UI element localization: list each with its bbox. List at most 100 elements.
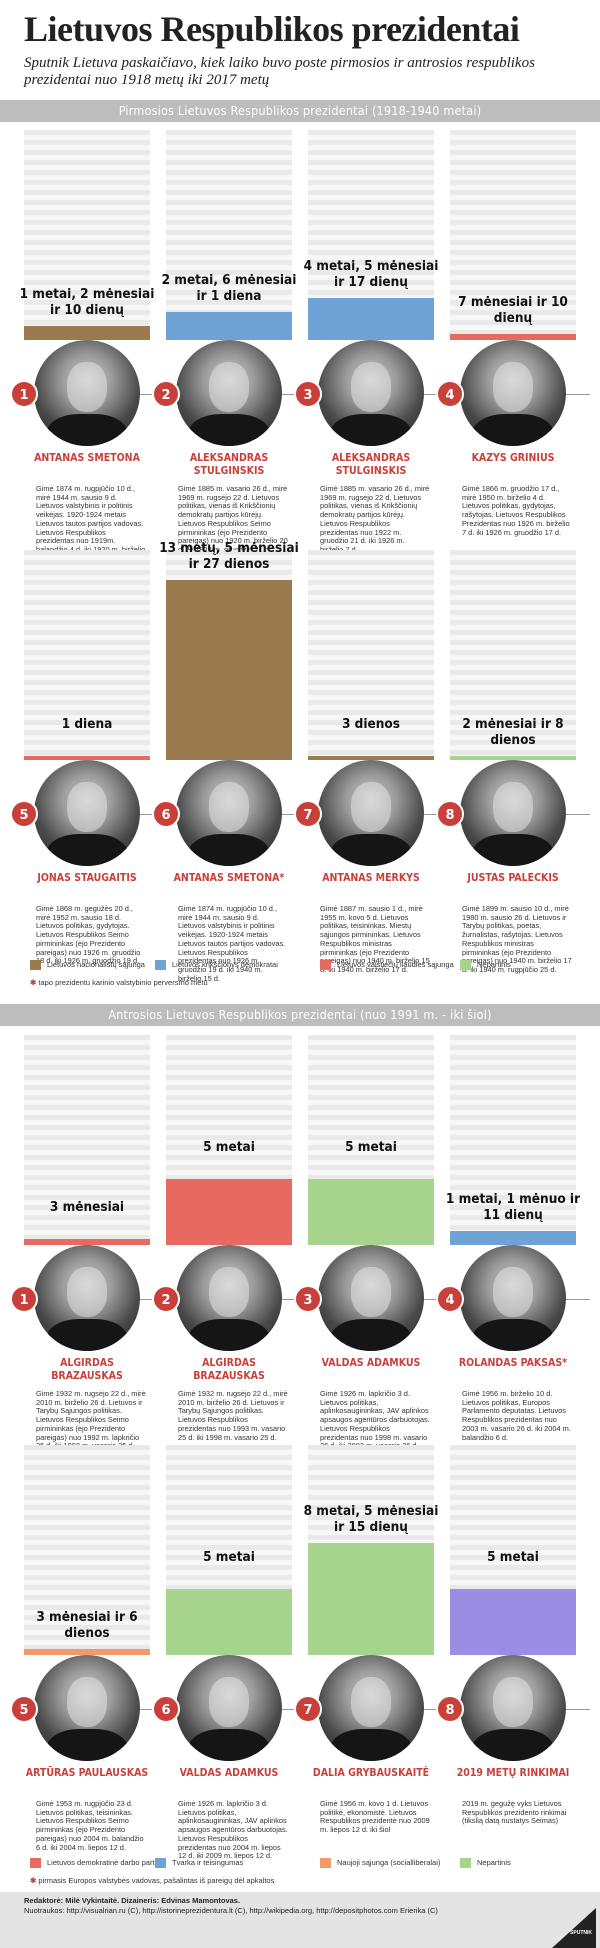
order-number-badge: 7 bbox=[294, 1695, 322, 1723]
president-name: ANTANAS MERKYS bbox=[322, 872, 420, 884]
legend-label: Lietuvos krikščionys demokratai bbox=[172, 960, 278, 969]
president-card: 2 metai, 6 mėnesiai ir 1 diena 2 ALEKSANDR… bbox=[152, 130, 296, 554]
portrait-photo bbox=[34, 760, 140, 866]
footer-sources: Nuotraukos: http://visualrian.ru (C), ht… bbox=[24, 1906, 438, 1915]
president-card: 5 metai 8 2019 METŲ RINKIMAI 2019 m. gegužę… bbox=[436, 1445, 576, 1865]
president-name: DALIA GRYBAUSKAITĖ bbox=[312, 1767, 430, 1779]
president-card: 4 metai, 5 mėnesiai ir 17 dienų 3 ALEKSAND… bbox=[294, 130, 438, 554]
president-name: ANTANAS SMETONA bbox=[34, 452, 140, 464]
president-card: 1 metai, 1 mėnuo ir 11 dienų 4 ROLANDAS PA… bbox=[436, 1035, 580, 1455]
president-bio: Gimė 1932 m. rugsėjo 22 d., mirė 2010 m.… bbox=[178, 1389, 288, 1442]
duration-track bbox=[24, 130, 150, 340]
duration-track bbox=[24, 550, 150, 760]
duration-label: 3 mėnesiai bbox=[49, 1199, 125, 1215]
duration-label: 4 metai, 5 mėnesiai ir 17 dienų bbox=[303, 258, 439, 290]
portrait-photo bbox=[318, 1245, 424, 1351]
duration-track bbox=[24, 1035, 150, 1245]
president-name: KAZYS GRINIUS bbox=[471, 452, 555, 464]
president-bio: Gimė 1932 m. rugsėjo 22 d., mirė 2010 m.… bbox=[36, 1389, 146, 1450]
section-2-row-1: 3 mėnesiai 1 ALGIRDAS BRAZAUSKAS Gimė 1932 … bbox=[0, 1035, 600, 1455]
legend-label: Nepartinis bbox=[477, 1858, 511, 1867]
duration-bar bbox=[450, 1231, 576, 1245]
duration-label: 1 diena bbox=[61, 716, 113, 732]
legend-swatch bbox=[320, 960, 331, 970]
portrait-photo bbox=[176, 1655, 282, 1761]
president-card: 2 mėnesiai ir 8 dienos 8 JUSTAS PALECKIS Gi… bbox=[436, 550, 576, 974]
president-bio: Gimė 1926 m. lapkričio 3 d. Lietuvos pol… bbox=[320, 1389, 430, 1450]
duration-bar bbox=[166, 1589, 292, 1655]
president-name: 2019 METŲ RINKIMAI bbox=[456, 1767, 570, 1779]
president-card: 7 mėnesiai ir 10 dienų 4 KAZYS GRINIUS Gimė… bbox=[436, 130, 576, 550]
section-1-legend: Lietuvos nacionalistų sąjunga Lietuvos kr… bbox=[30, 960, 590, 990]
asterisk-icon: ✱ bbox=[30, 1876, 37, 1885]
president-card: 13 metų, 5 mėnesiai ir 27 dienos 6 ANTANAS… bbox=[152, 540, 299, 982]
duration-bar bbox=[24, 1649, 150, 1655]
president-card: 5 metai 6 VALDAS ADAMKUS Gimė 1926 m. lapkr… bbox=[152, 1445, 292, 1865]
president-name: ALEKSANDRAS STULGINSKIS bbox=[189, 452, 269, 477]
president-bio: Gimė 1885 m. vasario 26 d., mirė 1969 m.… bbox=[320, 484, 430, 554]
duration-label: 7 mėnesiai ir 10 dienų bbox=[458, 294, 568, 326]
duration-label: 1 metai, 2 mėnesiai ir 10 dienų bbox=[19, 286, 155, 318]
president-bio: 2019 m. gegužę vyks Lietuvos Respublikos… bbox=[462, 1799, 567, 1826]
portrait-photo bbox=[176, 1245, 282, 1351]
duration-bar bbox=[450, 756, 576, 760]
portrait-photo bbox=[460, 1245, 566, 1351]
president-bio: Gimė 1868 m. gegužės 20 d., mirė 1952 m.… bbox=[36, 904, 141, 966]
section-2-legend: Lietuvos demokratinė darbo partija Tvarka… bbox=[30, 1858, 590, 1888]
portrait-photo bbox=[460, 1655, 566, 1761]
duration-label: 5 metai bbox=[487, 1549, 539, 1565]
president-bio: Gimė 1866 m. gruodžio 17 d., mirė 1950 m… bbox=[462, 484, 570, 537]
portrait-photo bbox=[34, 1245, 140, 1351]
legend-footnote: ✱ tapo prezidentu karinio valstybinio pe… bbox=[30, 978, 208, 987]
page-subtitle: Sputnik Lietuva paskaičiavo, kiek laiko … bbox=[24, 55, 535, 88]
president-card: 8 metai, 5 mėnesiai ir 15 dienų 7 DALIA GR… bbox=[294, 1445, 438, 1865]
president-card: 3 mėnesiai ir 6 dienos 5 ARTŪRAS PAULAUSKA… bbox=[10, 1445, 150, 1865]
duration-label: 2 metai, 6 mėnesiai ir 1 diena bbox=[161, 272, 297, 304]
duration-label: 5 metai bbox=[203, 1549, 255, 1565]
duration-label: 5 metai bbox=[345, 1139, 397, 1155]
asterisk-icon: ✱ bbox=[30, 978, 37, 987]
legend-label: Lietuvos demokratinė darbo partija bbox=[47, 1858, 163, 1867]
president-bio: Gimė 1899 m. sausio 10 d., mirė 1980 m. … bbox=[462, 904, 572, 974]
legend-item: Lietuvos demokratinė darbo partija bbox=[30, 1858, 162, 1868]
president-bio: Gimė 1956 m. kovo 1 d. Lietuvos politikė… bbox=[320, 1799, 430, 1835]
legend-label: Tvarka ir teisingumas bbox=[172, 1858, 244, 1867]
portrait-photo bbox=[34, 1655, 140, 1761]
duration-label: 3 dienos bbox=[342, 716, 400, 732]
legend-swatch bbox=[155, 960, 166, 970]
order-number-badge: 7 bbox=[294, 800, 322, 828]
duration-track bbox=[166, 130, 292, 340]
legend-label: Lietuvos valstiečių liaudies sąjunga bbox=[337, 960, 454, 969]
order-number-badge: 4 bbox=[436, 380, 464, 408]
legend-item: Lietuvos valstiečių liaudies sąjunga bbox=[320, 960, 454, 970]
duration-bar bbox=[166, 1179, 292, 1245]
duration-label: 1 metai, 1 mėnuo ir 11 dienų bbox=[445, 1191, 581, 1223]
duration-bar bbox=[450, 1589, 576, 1655]
president-name: JUSTAS PALECKIS bbox=[467, 872, 559, 884]
legend-swatch bbox=[30, 1858, 41, 1868]
duration-track bbox=[450, 1035, 576, 1245]
legend-label: Naujoji sąjunga (socialliberalai) bbox=[337, 1858, 441, 1867]
duration-label: 8 metai, 5 mėnesiai ir 15 dienų bbox=[303, 1503, 439, 1535]
duration-bar bbox=[308, 756, 434, 760]
legend-swatch bbox=[460, 960, 471, 970]
duration-track bbox=[450, 130, 576, 340]
legend-footnote: ✱ pirmasis Europos valstybės vadovas, pa… bbox=[30, 1876, 275, 1885]
footer-credits: Redaktorė: Milė Vykintaitė. Dizaineris: … bbox=[24, 1896, 241, 1905]
order-number-badge: 3 bbox=[294, 380, 322, 408]
section-1-row-2: 1 diena 5 JONAS STAUGAITIS Gimė 1868 m. geg… bbox=[0, 540, 600, 982]
section-2-header: Antrosios Lietuvos Respublikos prezident… bbox=[0, 1004, 600, 1026]
legend-swatch bbox=[30, 960, 41, 970]
legend-item: Nepartinis bbox=[460, 1858, 511, 1868]
order-number-badge: 5 bbox=[10, 1695, 38, 1723]
order-number-badge: 1 bbox=[10, 380, 38, 408]
duration-bar bbox=[24, 756, 150, 760]
legend-label: Nepartinis bbox=[477, 960, 511, 969]
president-name: ANTANAS SMETONA* bbox=[173, 872, 285, 884]
legend-item: Naujoji sąjunga (socialliberalai) bbox=[320, 1858, 440, 1868]
order-number-badge: 8 bbox=[436, 800, 464, 828]
president-card: 3 dienos 7 ANTANAS MERKYS Gimė 1887 m. saus… bbox=[294, 550, 434, 974]
president-name: VALDAS ADAMKUS bbox=[179, 1767, 279, 1779]
duration-track bbox=[308, 550, 434, 760]
president-name: ARTŪRAS PAULAUSKAS bbox=[25, 1767, 149, 1779]
